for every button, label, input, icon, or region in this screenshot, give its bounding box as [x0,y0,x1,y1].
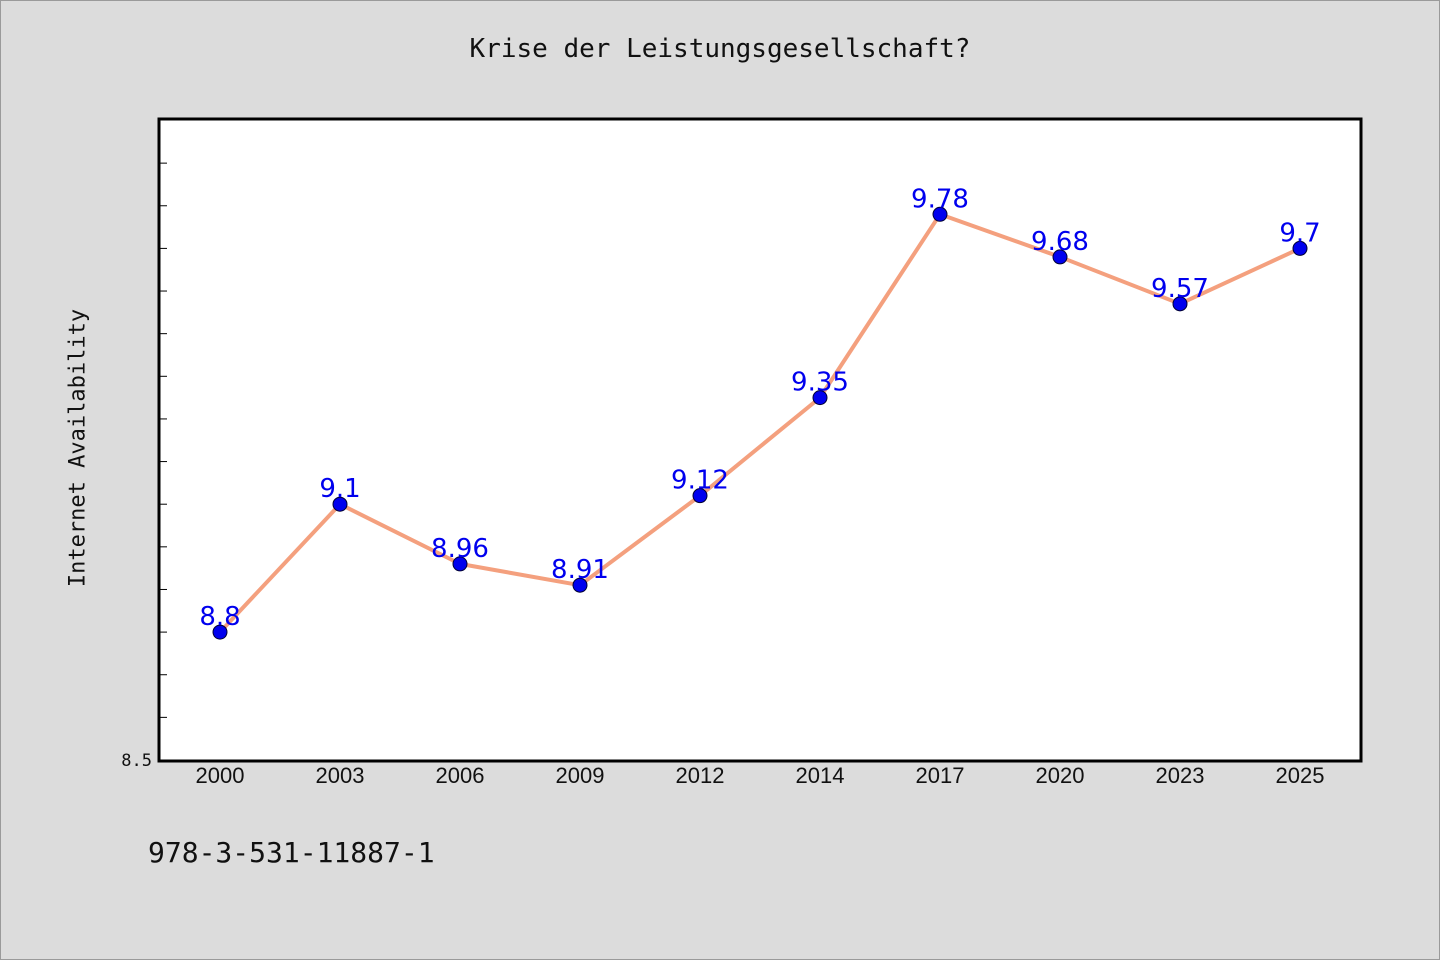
x-tick-label: 2020 [1036,763,1085,788]
chart-title: Krise der Leistungsgesellschaft? [469,34,971,64]
data-markers [212,206,1308,640]
data-point [1172,296,1188,312]
x-tick-label: 2006 [436,763,485,788]
data-label: 9.12 [671,466,729,496]
data-point [1052,249,1068,265]
data-label: 9.7 [1279,218,1320,248]
y-tick-label: 8.5 [121,751,152,771]
data-label: 9.68 [1031,227,1089,257]
data-label: 8.96 [431,534,489,564]
x-tick-label: 2012 [676,763,725,788]
x-tick-label: 2009 [556,763,605,788]
x-tick-label: 2003 [316,763,365,788]
data-point [932,206,948,222]
data-point [452,556,468,572]
data-labels: 8.8 9.1 8.96 8.91 9.12 9.35 9.78 9.68 9.57 9.7 [199,184,1320,632]
data-point [692,488,708,504]
x-tick-label: 2025 [1276,763,1325,788]
data-point [1292,240,1308,256]
data-label: 8.8 [199,602,240,632]
x-tick-label: 2017 [916,763,965,788]
x-tick-label: 2014 [796,763,845,788]
x-tick-label: 2000 [196,763,245,788]
data-label: 9.1 [319,474,360,504]
x-tick-label: 2023 [1156,763,1205,788]
data-point [332,496,348,512]
isbn-footer: 978-3-531-11887-1 [148,836,435,869]
data-label: 9.57 [1151,274,1209,304]
data-point [212,624,228,640]
y-axis-ticks: 8.5 [121,162,167,771]
series-line [218,212,1301,634]
data-label: 9.78 [911,184,969,214]
data-point [812,390,828,406]
plot-area [157,117,1363,763]
x-axis-tick-labels: 2000 2003 2006 2009 2012 2014 2017 2020 2023 2025 [196,763,1325,788]
series-line-group [218,212,1301,634]
data-label: 9.35 [791,368,849,398]
data-label: 8.91 [551,555,609,585]
data-point [572,577,588,593]
